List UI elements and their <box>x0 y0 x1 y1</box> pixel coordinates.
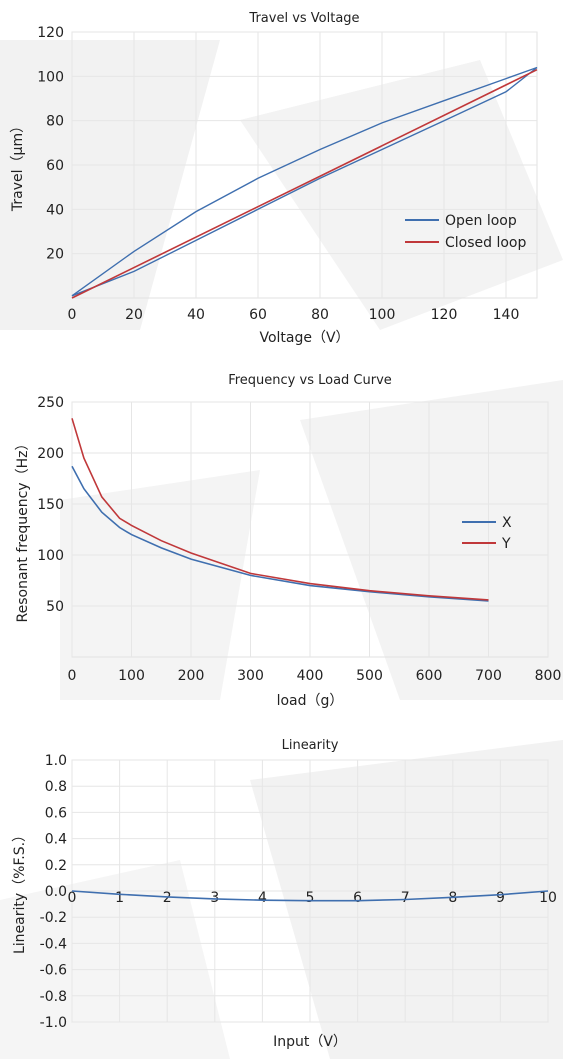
frequency-vs-load-chart: Frequency vs Load Curve 0 100 200 300 400 500 6… <box>15 373 562 709</box>
x-tick-label: 60 <box>249 307 267 323</box>
x-tick-label: 5 <box>306 890 315 906</box>
y-tick-label: -0.6 <box>40 963 67 979</box>
y-tick-label: 0.4 <box>45 832 67 848</box>
x-tick-label: 200 <box>178 668 205 684</box>
y-tick-label: 0.6 <box>45 805 67 821</box>
y-tick-label: 0.2 <box>45 858 67 874</box>
y-tick-label: -0.8 <box>40 989 67 1005</box>
y-tick-label: 100 <box>37 69 64 85</box>
y-tick-label: 20 <box>46 247 64 263</box>
y-tick-label: 1.0 <box>45 753 67 769</box>
chart-title: Linearity <box>282 738 339 753</box>
series-line-linearity <box>71 890 549 902</box>
x-tick-label: 100 <box>118 668 145 684</box>
y-tick-label: 50 <box>46 599 64 615</box>
x-axis-label: Input（V） <box>273 1034 347 1050</box>
x-tick-label: 2 <box>163 890 172 906</box>
y-tick-label: 60 <box>46 158 64 174</box>
x-tick-label: 500 <box>356 668 383 684</box>
x-tick-label: 20 <box>125 307 143 323</box>
legend-label: X <box>502 515 512 531</box>
x-tick-label: 3 <box>210 890 219 906</box>
x-tick-label: 600 <box>416 668 443 684</box>
x-tick-label: 9 <box>496 890 505 906</box>
x-tick-label: 7 <box>401 890 410 906</box>
x-tick-label: 0 <box>68 307 77 323</box>
chart-title: Travel vs Voltage <box>248 11 359 26</box>
x-tick-label: 400 <box>297 668 324 684</box>
legend-label: Y <box>501 536 511 552</box>
series-line-x <box>71 465 489 602</box>
y-tick-label: 150 <box>37 497 64 513</box>
y-axis-label: Travel（μm） <box>10 119 26 212</box>
x-tick-label: 0 <box>68 668 77 684</box>
x-tick-label: 100 <box>369 307 396 323</box>
y-tick-label: 0.0 <box>45 884 67 900</box>
x-axis-label: Voltage（V） <box>259 330 349 346</box>
y-axis-label: Resonant frequency（Hz） <box>15 437 31 623</box>
y-tick-label: -1.0 <box>40 1015 67 1031</box>
y-tick-label: 100 <box>37 548 64 564</box>
y-tick-label: 250 <box>37 395 64 411</box>
x-tick-label: 800 <box>535 668 562 684</box>
x-tick-label: 0 <box>68 890 77 906</box>
chart-title: Frequency vs Load Curve <box>228 373 392 388</box>
series-line-open-loop-down <box>71 66 538 297</box>
x-tick-label: 120 <box>431 307 458 323</box>
x-tick-label: 80 <box>311 307 329 323</box>
x-tick-label: 700 <box>475 668 502 684</box>
y-axis-label: Linearity（%F.S.） <box>12 828 28 954</box>
series-line-y <box>71 418 489 601</box>
x-tick-label: 1 <box>115 890 124 906</box>
travel-vs-voltage-chart: Travel vs Voltage 0 20 40 60 80 100 120 140 20 40 6… <box>10 11 538 346</box>
x-axis-label: load（g） <box>277 693 344 709</box>
x-tick-label: 300 <box>237 668 264 684</box>
x-tick-label: 6 <box>353 890 362 906</box>
y-tick-label: 80 <box>46 114 64 130</box>
y-tick-label: 200 <box>37 446 64 462</box>
series-line-open-loop-up <box>71 66 538 297</box>
x-tick-label: 140 <box>493 307 520 323</box>
x-tick-label: 4 <box>258 890 267 906</box>
series-line-closed-loop <box>71 68 538 299</box>
y-tick-label: 0.8 <box>45 779 67 795</box>
x-tick-label: 10 <box>539 890 557 906</box>
legend-label: Closed loop <box>445 235 526 251</box>
x-tick-label: 40 <box>187 307 205 323</box>
legend-label: Open loop <box>445 213 517 229</box>
y-tick-label: 120 <box>37 25 64 41</box>
y-tick-label: -0.2 <box>40 910 67 926</box>
y-tick-label: 40 <box>46 202 64 218</box>
y-tick-label: -0.4 <box>40 936 67 952</box>
